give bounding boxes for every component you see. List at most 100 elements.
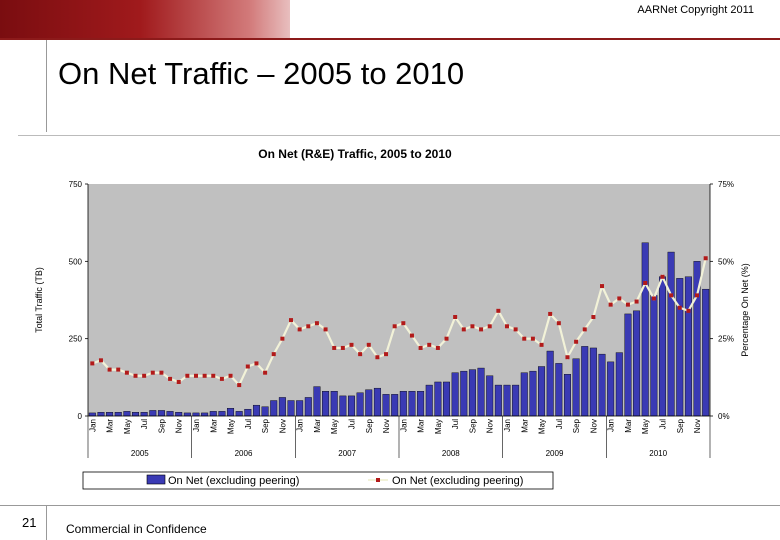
bar: [512, 385, 519, 416]
bar: [340, 396, 347, 416]
month-tick-label: Nov: [693, 419, 702, 433]
bar: [400, 391, 407, 416]
line-point: [557, 321, 561, 325]
bar: [556, 363, 563, 416]
month-tick-label: Nov: [175, 419, 184, 433]
month-tick-label: Mar: [106, 419, 115, 433]
bar: [201, 413, 208, 416]
line-point: [263, 371, 267, 375]
bar: [417, 391, 424, 416]
month-tick-label: Sep: [676, 418, 685, 433]
line-point: [591, 315, 595, 319]
bar: [331, 391, 338, 416]
bar: [236, 411, 243, 416]
month-tick-label: Jan: [192, 419, 201, 432]
bar: [262, 407, 269, 416]
line-point: [349, 343, 353, 347]
bar: [581, 346, 588, 416]
month-tick-label: Mar: [209, 419, 218, 433]
line-point: [522, 337, 526, 341]
bar: [383, 394, 390, 416]
bar: [676, 278, 683, 416]
bar: [158, 410, 165, 416]
line-point: [669, 293, 673, 297]
line-point: [686, 309, 690, 313]
bar: [132, 412, 139, 416]
line-point: [358, 352, 362, 356]
bar: [150, 410, 157, 416]
bar: [659, 277, 666, 416]
line-point: [479, 327, 483, 331]
month-tick-label: Nov: [278, 419, 287, 433]
bar: [668, 252, 675, 416]
line-point: [90, 361, 94, 365]
month-tick-label: Nov: [382, 419, 391, 433]
line-point: [254, 361, 258, 365]
line-point: [410, 334, 414, 338]
bar: [409, 391, 416, 416]
line-point: [531, 337, 535, 341]
bar: [106, 412, 113, 416]
bar: [227, 408, 234, 416]
confidentiality-notice: Commercial in Confidence: [66, 522, 207, 536]
month-tick-label: Jul: [451, 419, 460, 429]
year-label: 2006: [235, 449, 253, 458]
bar: [443, 382, 450, 416]
line-point: [315, 321, 319, 325]
bar: [530, 371, 537, 416]
line-point: [488, 324, 492, 328]
bar: [625, 314, 632, 416]
bar: [486, 376, 493, 416]
line-point: [168, 377, 172, 381]
month-tick-label: Mar: [624, 419, 633, 433]
y2-axis-label: Percentage On Net (%): [740, 263, 750, 357]
bar: [115, 412, 122, 416]
line-point: [453, 315, 457, 319]
line-point: [384, 352, 388, 356]
month-tick-label: May: [434, 419, 443, 434]
page-number: 21: [22, 515, 36, 530]
bar: [651, 295, 658, 416]
bar: [219, 411, 226, 416]
bar: [184, 413, 191, 416]
line-point: [272, 352, 276, 356]
bar: [296, 401, 303, 416]
bar: [616, 353, 623, 416]
line-point: [237, 383, 241, 387]
bar: [633, 311, 640, 416]
line-point: [185, 374, 189, 378]
bar: [348, 396, 355, 416]
bar: [685, 277, 692, 416]
month-tick-label: Jan: [503, 419, 512, 432]
line-point: [635, 300, 639, 304]
line-point: [548, 312, 552, 316]
line-point: [583, 327, 587, 331]
y2-tick-label: 75%: [718, 180, 734, 189]
legend: On Net (excluding peering) On Net (exclu…: [83, 472, 553, 489]
month-tick-label: Jan: [296, 419, 305, 432]
line-point: [470, 324, 474, 328]
month-tick-label: Sep: [261, 418, 270, 433]
line-point: [393, 324, 397, 328]
bar: [504, 385, 511, 416]
month-tick-label: May: [641, 419, 650, 434]
bar: [573, 359, 580, 416]
month-tick-label: May: [227, 419, 236, 434]
bar: [391, 394, 398, 416]
line-point: [617, 296, 621, 300]
month-tick-label: Jan: [88, 419, 97, 432]
line-point: [419, 346, 423, 350]
line-point: [99, 358, 103, 362]
line-point: [125, 371, 129, 375]
line-point: [574, 340, 578, 344]
line-point: [116, 368, 120, 372]
line-point: [496, 309, 500, 313]
legend-line-marker: [376, 478, 380, 482]
bar: [141, 412, 148, 416]
bar: [435, 382, 442, 416]
bar: [478, 368, 485, 416]
line-point: [159, 371, 163, 375]
line-point: [134, 374, 138, 378]
bar: [374, 388, 381, 416]
month-tick-label: Sep: [365, 418, 374, 433]
